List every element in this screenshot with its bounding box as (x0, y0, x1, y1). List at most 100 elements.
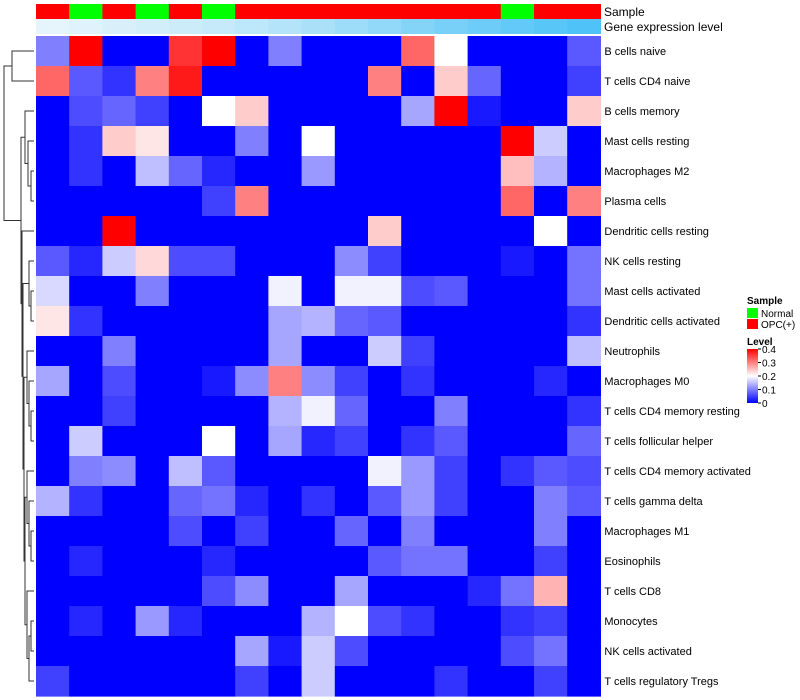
sample-track-cell (434, 4, 469, 19)
heatmap-cell (334, 306, 369, 337)
heatmap-cell (202, 66, 236, 97)
heatmap-cell (102, 36, 137, 67)
heatmap-cell (168, 486, 203, 517)
heatmap-cell (301, 246, 336, 277)
heatmap-cell (334, 576, 369, 607)
heatmap-cell (69, 426, 103, 457)
heatmap-cell (567, 306, 601, 337)
heatmap-cell (567, 396, 601, 427)
heatmap-cell (69, 36, 103, 67)
heatmap-cell (69, 216, 103, 247)
dendrogram-branch (3, 65, 21, 221)
heatmap-cell (534, 396, 568, 427)
heatmap-cell (235, 336, 269, 367)
heatmap-cell (102, 456, 137, 487)
heatmap-cell (500, 426, 535, 457)
heatmap-cell (368, 186, 402, 217)
heatmap-cell (168, 366, 203, 397)
dendrogram-branch (26, 350, 34, 404)
heatmap-cell (368, 366, 402, 397)
expression-annotation-track (36, 19, 601, 34)
heatmap-cell (434, 216, 469, 247)
heatmap-cell (334, 636, 369, 667)
legend-level-ticks: 0.4 0.3 0.2 0.1 0 (758, 345, 776, 410)
heatmap-cell (36, 606, 70, 637)
heatmap-cell (434, 456, 469, 487)
heatmap-cell (500, 156, 535, 187)
heatmap-cell (334, 486, 369, 517)
heatmap-cell (235, 66, 269, 97)
legend-level-title: Level (747, 337, 773, 348)
heatmap-cell (301, 96, 336, 127)
heatmap-cell (534, 216, 568, 247)
heatmap-cell (368, 486, 402, 517)
row-label: Mast cells resting (604, 136, 689, 148)
heatmap-cell (467, 186, 502, 217)
heatmap-cell (202, 576, 236, 607)
heatmap-cell (168, 606, 203, 637)
heatmap-cell (135, 306, 170, 337)
heatmap-cell (467, 246, 502, 277)
heatmap-cell (301, 486, 336, 517)
heatmap-cell (434, 486, 469, 517)
heatmap-cell (235, 276, 269, 307)
heatmap-cell (102, 96, 137, 127)
heatmap-cell (301, 666, 336, 697)
heatmap-cell (268, 636, 303, 667)
heatmap-cell (135, 486, 170, 517)
heatmap-cell (102, 246, 137, 277)
heatmap-cell (36, 666, 70, 697)
sample-track-cell (202, 4, 236, 19)
heatmap-cell (368, 126, 402, 157)
heatmap-cell (36, 276, 70, 307)
heatmap-cell (235, 96, 269, 127)
heatmap-cell (467, 66, 502, 97)
heatmap-cell (534, 96, 568, 127)
heatmap-cell (500, 366, 535, 397)
heatmap-cell (168, 186, 203, 217)
heatmap-cell (368, 156, 402, 187)
heatmap-cell (301, 186, 336, 217)
heatmap-cell (401, 246, 435, 277)
heatmap-cell (235, 186, 269, 217)
sample-track-cell (235, 4, 269, 19)
heatmap-cell (235, 36, 269, 67)
heatmap-cell (434, 396, 469, 427)
heatmap-cell (202, 546, 236, 577)
sample-track-cell (368, 4, 402, 19)
heatmap-cell (268, 606, 303, 637)
heatmap-cell (135, 396, 170, 427)
heatmap-cell (434, 96, 469, 127)
heatmap-cell (467, 636, 502, 667)
heatmap-cell (268, 186, 303, 217)
heatmap-cell (202, 396, 236, 427)
heatmap-cell (467, 126, 502, 157)
heatmap-cells (36, 36, 601, 697)
heatmap-cell (534, 156, 568, 187)
heatmap-cell (102, 546, 137, 577)
legend: Sample Normal OPC(+) Level 0.4 0.3 0.2 0.1 0 (747, 296, 795, 410)
heatmap-cell (102, 276, 137, 307)
sample-track-cell (334, 4, 369, 19)
row-label: T cells CD4 memory activated (604, 466, 751, 478)
heatmap-cell (467, 156, 502, 187)
heatmap-cell (268, 336, 303, 367)
heatmap-cell (467, 486, 502, 517)
heatmap-cell (69, 66, 103, 97)
heatmap-cell (500, 126, 535, 157)
heatmap-cell (434, 126, 469, 157)
sample-track-cell (135, 4, 170, 19)
heatmap-cell (135, 36, 170, 67)
heatmap-cell (69, 546, 103, 577)
heatmap-cell (368, 336, 402, 367)
heatmap-cell (202, 36, 236, 67)
heatmap-cell (36, 486, 70, 517)
row-label: T cells regulatory Tregs (604, 676, 719, 688)
heatmap-cell (434, 546, 469, 577)
heatmap-cell (534, 576, 568, 607)
heatmap-cell (135, 126, 170, 157)
heatmap-cell (268, 546, 303, 577)
heatmap-cell (334, 456, 369, 487)
heatmap-cell (202, 456, 236, 487)
heatmap-cell (368, 66, 402, 97)
